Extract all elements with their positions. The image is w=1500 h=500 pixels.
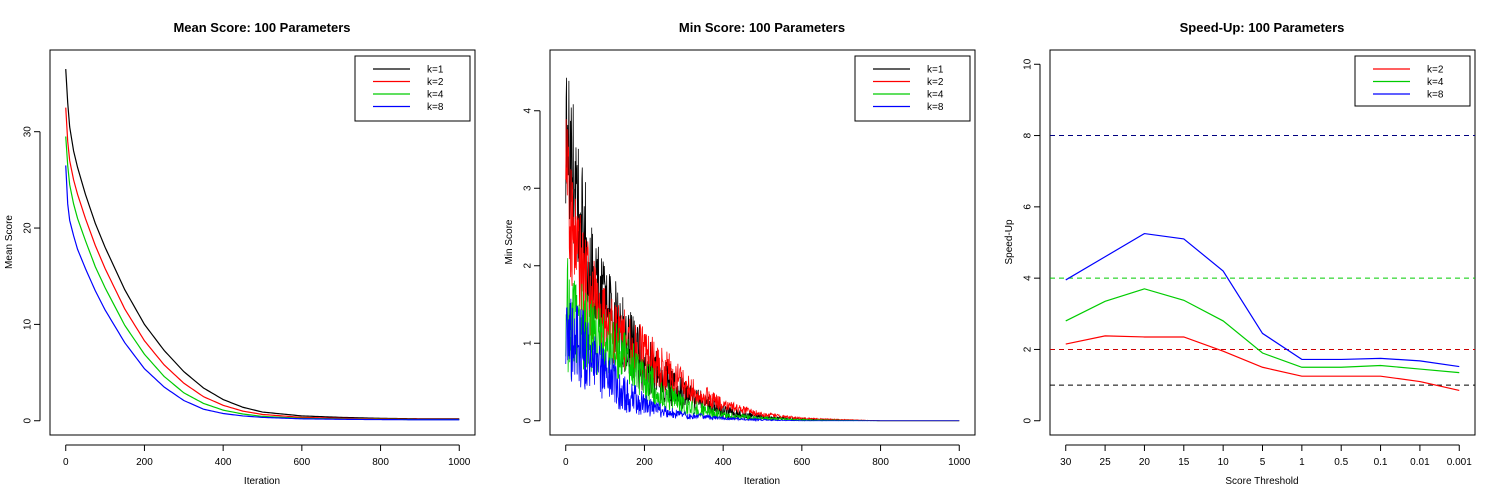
- mean-score-x-tick-label: 800: [372, 457, 389, 468]
- mean-score-xlabel: Iteration: [244, 476, 280, 487]
- mean-score-ylabel: Mean Score: [4, 215, 15, 269]
- speed-up-legend-label: k=8: [1427, 90, 1444, 101]
- speed-up-panel: Speed-Up: 100 Parameters Score Threshold…: [1004, 20, 1476, 487]
- speed-up-x-tick-label: 30: [1060, 457, 1072, 468]
- mean-score-legend-label: k=2: [427, 77, 444, 88]
- min-score-y-tick-label: 2: [523, 263, 534, 269]
- speed-up-title: Speed-Up: 100 Parameters: [1180, 20, 1345, 35]
- speed-up-x-tick-label: 15: [1178, 457, 1190, 468]
- mean-score-legend: [354, 55, 471, 122]
- min-score-legend: [854, 55, 971, 122]
- speed-up-series-k4: [1065, 288, 1460, 374]
- speed-up-x-tick-label: 0.1: [1374, 457, 1388, 468]
- mean-score-y-tick-label: 10: [23, 318, 34, 330]
- min-score-xlabel: Iteration: [744, 476, 780, 487]
- speed-up-x-tick-label: 0.01: [1410, 457, 1430, 468]
- mean-score-legend-label: k=8: [427, 102, 444, 113]
- min-score-legend-label: k=1: [927, 65, 944, 76]
- speed-up-legend-label: k=4: [1427, 77, 1444, 88]
- speed-up-y-tick-label: 4: [1023, 275, 1034, 281]
- min-score-series-k1: [565, 77, 960, 422]
- min-score-x-tick-label: 800: [872, 457, 889, 468]
- speed-up-ylabel: Speed-Up: [1004, 219, 1015, 264]
- speed-up-y-tick-label: 0: [1023, 418, 1034, 424]
- min-score-ylabel: Min Score: [504, 219, 515, 264]
- mean-score-legend-label: k=4: [427, 90, 444, 101]
- min-score-series-k8: [565, 298, 960, 423]
- min-score-x-tick-label: 0: [563, 457, 569, 468]
- mean-score-series-k8: [65, 165, 460, 421]
- min-score-y-tick-label: 0: [523, 418, 534, 424]
- mean-score-series-k1: [65, 69, 460, 420]
- speed-up-x-tick-label: 1: [1299, 457, 1305, 468]
- min-score-legend-label: k=2: [927, 77, 944, 88]
- mean-score-x-tick-label: 1000: [448, 457, 471, 468]
- speed-up-y-tick-label: 10: [1023, 58, 1034, 70]
- min-score-y-tick-label: 1: [523, 340, 534, 346]
- mean-score-y-tick-label: 0: [23, 418, 34, 424]
- min-score-x-tick-label: 400: [715, 457, 732, 468]
- mean-score-plot-frame: [49, 49, 476, 436]
- min-score-x-tick-label: 200: [636, 457, 653, 468]
- speed-up-x-tick-label: 5: [1260, 457, 1266, 468]
- mean-score-series-k2: [65, 107, 460, 420]
- speed-up-x-tick-label: 25: [1100, 457, 1112, 468]
- speed-up-x-tick-label: 0.5: [1334, 457, 1348, 468]
- mean-score-y-tick-label: 30: [23, 126, 34, 138]
- min-score-y-tick-label: 3: [523, 185, 534, 191]
- speed-up-series-k2: [1065, 335, 1460, 392]
- speed-up-legend: [1354, 55, 1471, 107]
- min-score-title: Min Score: 100 Parameters: [679, 20, 845, 35]
- min-score-series-k2: [565, 119, 960, 422]
- min-score-y-tick-label: 4: [523, 108, 534, 114]
- speed-up-x-tick-label: 0.001: [1447, 457, 1472, 468]
- speed-up-plot-frame: [1049, 49, 1476, 436]
- speed-up-y-tick-label: 8: [1023, 132, 1034, 138]
- speed-up-y-tick-label: 2: [1023, 346, 1034, 352]
- min-score-x-tick-label: 1000: [948, 457, 971, 468]
- mean-score-title: Mean Score: 100 Parameters: [173, 20, 350, 35]
- min-score-x-tick-label: 600: [794, 457, 811, 468]
- speed-up-legend-label: k=2: [1427, 65, 1444, 76]
- min-score-legend-label: k=4: [927, 90, 944, 101]
- mean-score-y-tick-label: 20: [23, 222, 34, 234]
- mean-score-x-tick-label: 600: [294, 457, 311, 468]
- mean-score-panel: Mean Score: 100 Parameters Iteration Mea…: [4, 20, 476, 487]
- speed-up-x-tick-label: 20: [1139, 457, 1151, 468]
- min-score-legend-label: k=8: [927, 102, 944, 113]
- mean-score-series-k4: [65, 136, 460, 421]
- mean-score-legend-label: k=1: [427, 65, 444, 76]
- speed-up-xlabel: Score Threshold: [1225, 476, 1298, 487]
- speed-up-series-k8: [1065, 232, 1460, 368]
- min-score-plot-frame: [549, 49, 976, 436]
- min-score-panel: Min Score: 100 Parameters Iteration Min …: [504, 20, 976, 487]
- speed-up-x-tick-label: 10: [1218, 457, 1230, 468]
- speed-up-y-tick-label: 6: [1023, 204, 1034, 210]
- mean-score-x-tick-label: 400: [215, 457, 232, 468]
- mean-score-x-tick-label: 200: [136, 457, 153, 468]
- mean-score-x-tick-label: 0: [63, 457, 69, 468]
